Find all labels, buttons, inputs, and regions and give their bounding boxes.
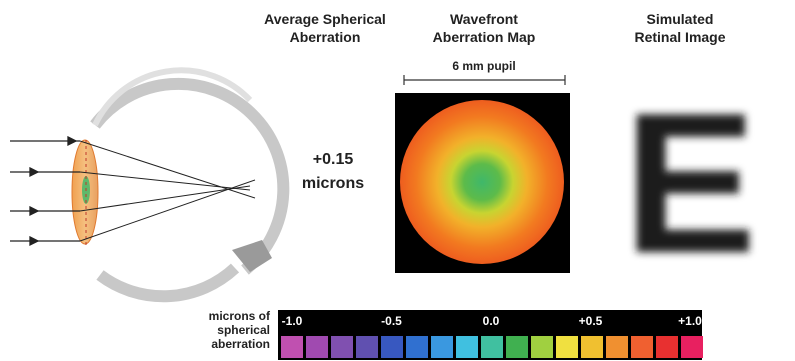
scale-swatch: [656, 336, 678, 358]
scale-tick-label: -1.0: [282, 314, 303, 328]
scale-swatch: [506, 336, 528, 358]
scale-swatch: [356, 336, 378, 358]
column-title: Average Spherical: [264, 11, 386, 27]
scale-swatch: [631, 336, 653, 358]
retinal-letter: E: [623, 72, 756, 295]
pupil-bracket: [404, 75, 565, 85]
scale-swatch: [306, 336, 328, 358]
scale-tick-label: +0.5: [579, 314, 603, 328]
wavefront-pupil: [400, 100, 564, 264]
scale-swatch: [281, 336, 303, 358]
scale-swatch: [381, 336, 403, 358]
column-title: Retinal Image: [634, 29, 725, 45]
column-title: Wavefront: [450, 11, 518, 27]
scale-label: spherical: [217, 323, 270, 337]
scale-swatch: [406, 336, 428, 358]
measurement-value: +0.15: [313, 151, 354, 168]
scale-swatches: [281, 336, 703, 358]
scale-swatch: [531, 336, 553, 358]
scale-tick-label: -0.5: [381, 314, 402, 328]
scale-swatch: [331, 336, 353, 358]
scale-label: microns of: [209, 309, 271, 323]
column-title: Simulated: [647, 11, 714, 27]
scale-swatch: [456, 336, 478, 358]
column-title: Aberration Map: [433, 29, 536, 45]
scale-swatch: [431, 336, 453, 358]
pupil-caption: 6 mm pupil: [452, 59, 515, 73]
measurement-unit: microns: [302, 175, 364, 192]
scale-swatch: [606, 336, 628, 358]
scale-swatch: [556, 336, 578, 358]
scale-swatch: [681, 336, 703, 358]
column-title: Aberration: [290, 29, 361, 45]
scale-label: aberration: [211, 337, 270, 351]
scale-swatch: [481, 336, 503, 358]
infographic: Average Spherical Aberration Wavefront A…: [0, 0, 795, 361]
scale-swatch: [581, 336, 603, 358]
scale-tick-label: +1.0: [678, 314, 702, 328]
scale-tick-label: 0.0: [483, 314, 500, 328]
eye-diagram: [10, 70, 283, 296]
